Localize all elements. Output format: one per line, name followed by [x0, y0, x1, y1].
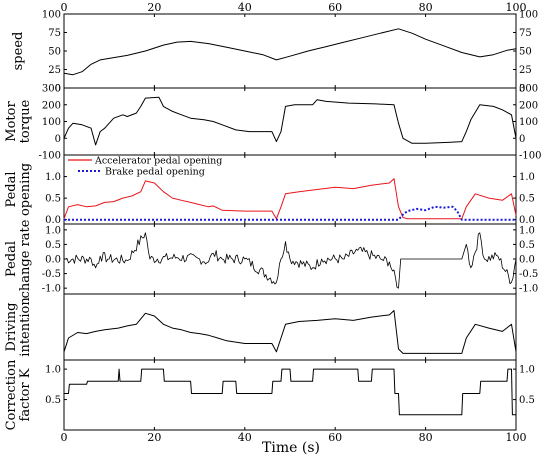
- y-tick-label-right: 0.5: [519, 395, 535, 406]
- y-tick-label-right: 0.0: [519, 215, 535, 226]
- panel-frame: [63, 293, 517, 361]
- top-x-tick-label: 80: [419, 1, 433, 14]
- y-tick-label-left: 1.0: [45, 225, 61, 236]
- bottom-x-tick-label: 80: [419, 431, 433, 444]
- y-tick-label-left: 1.0: [45, 365, 61, 376]
- panel-frame: [63, 13, 517, 89]
- y-tick-label-right: 300: [519, 84, 538, 95]
- series-line: [64, 205, 516, 221]
- series-line: [63, 96, 517, 146]
- y-tick-label-left: -1.0: [42, 284, 61, 295]
- bottom-x-tick-label: 20: [147, 431, 161, 444]
- y-tick-label-right: 0.5: [519, 240, 535, 251]
- y-tick-label-right: 1.0: [519, 365, 535, 376]
- top-x-tick-label: 20: [147, 1, 161, 14]
- y-tick-label-right: 50: [519, 47, 532, 58]
- y-tick-label-right: 0: [519, 84, 525, 95]
- y-tick-label-right: 0.5: [519, 194, 535, 205]
- legend-label-accelerator: Accelerator pedal opening: [94, 156, 222, 167]
- y-tick-label-right: -0.5: [519, 269, 538, 280]
- y-axis-label: Driving: [4, 303, 19, 352]
- y-axis-label: Motor: [4, 101, 19, 142]
- y-tick-label-right: 100: [519, 10, 538, 21]
- y-tick-label-left: -100: [39, 151, 61, 162]
- x-axis-label: Time (s): [262, 440, 320, 456]
- y-axis-label: Pedal: [4, 241, 19, 277]
- series-line: [63, 310, 517, 354]
- top-x-tick-label: 40: [238, 1, 252, 14]
- y-tick-label-left: 0: [55, 84, 61, 95]
- bottom-x-tick-label: 40: [238, 431, 252, 444]
- bottom-x-tick-label: 60: [328, 431, 342, 444]
- y-tick-label-left: 0.5: [45, 395, 61, 406]
- y-tick-label-left: 0.5: [45, 240, 61, 251]
- series-line: [63, 232, 517, 289]
- y-tick-label-left: 25: [48, 65, 61, 76]
- y-tick-label-left: 0.0: [45, 255, 61, 266]
- y-tick-label-left: 100: [42, 117, 61, 128]
- y-axis-label: intention: [18, 297, 33, 357]
- bottom-x-tick-label: 0: [61, 431, 68, 444]
- bottom-x-tick-label: 100: [506, 431, 527, 444]
- series-line: [63, 28, 517, 76]
- y-tick-label-right: -100: [519, 151, 541, 162]
- y-tick-label-right: 0: [519, 134, 525, 145]
- y-axis-label: Correction: [4, 359, 19, 430]
- series-line: [64, 368, 516, 416]
- panel-frame: [63, 87, 517, 156]
- y-tick-label-left: -0.5: [42, 269, 61, 280]
- y-tick-label-right: 1.0: [519, 225, 535, 236]
- y-tick-label-left: 50: [48, 47, 61, 58]
- top-x-tick-label: 0: [61, 1, 68, 14]
- y-tick-label-left: 0.0: [45, 215, 61, 226]
- y-axis-label: opening: [18, 163, 33, 216]
- y-tick-label-right: 75: [519, 28, 532, 39]
- y-axis-label: change rate: [18, 219, 33, 298]
- y-tick-label-right: 1.0: [519, 172, 535, 183]
- y-tick-label-left: 0: [55, 134, 61, 145]
- y-axis-label: Pedal: [4, 171, 19, 207]
- y-tick-label-left: 100: [42, 10, 61, 21]
- y-axis-label: torque: [18, 99, 33, 143]
- y-tick-label-left: 200: [42, 100, 61, 111]
- panel-frame: [63, 359, 517, 431]
- y-tick-label-right: 200: [519, 100, 538, 111]
- y-tick-label-left: 300: [42, 84, 61, 95]
- y-tick-label-left: 75: [48, 28, 61, 39]
- y-tick-label-left: 1.0: [45, 172, 61, 183]
- y-axis-label: speed: [11, 32, 26, 71]
- top-x-tick-label: 100: [506, 1, 527, 14]
- y-tick-label-right: -1.0: [519, 284, 538, 295]
- y-tick-label-left: 0.5: [45, 194, 61, 205]
- y-axis-label: factor K: [18, 368, 33, 421]
- top-x-tick-label: 60: [328, 1, 342, 14]
- legend-label-brake: Brake pedal opening: [105, 167, 205, 178]
- y-tick-label-right: 0.0: [519, 255, 535, 266]
- series-line: [63, 178, 517, 220]
- y-tick-label-right: 100: [519, 117, 538, 128]
- y-tick-label-right: 25: [519, 65, 532, 76]
